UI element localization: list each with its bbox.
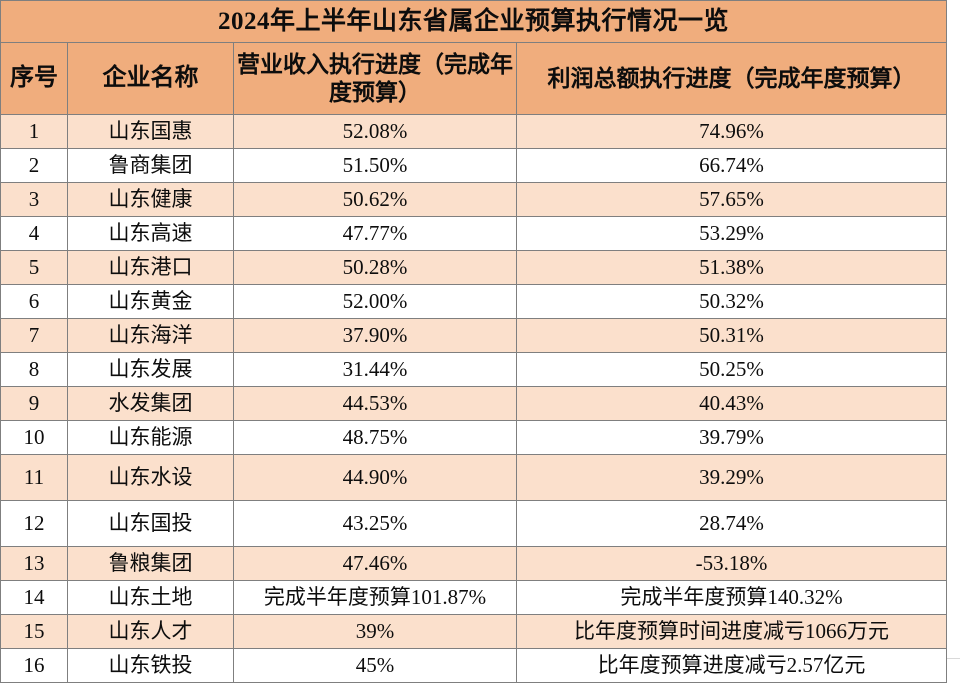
cell-name: 鲁商集团 xyxy=(67,148,234,183)
cell-name: 山东土地 xyxy=(67,580,234,615)
cell-name: 山东港口 xyxy=(67,250,234,285)
cell-index: 11 xyxy=(0,454,68,501)
table-row: 10 山东能源 48.75% 39.79% xyxy=(0,420,948,455)
cell-index: 7 xyxy=(0,318,68,353)
cell-revenue: 37.90% xyxy=(233,318,517,353)
cell-index: 4 xyxy=(0,216,68,251)
cell-revenue: 52.08% xyxy=(233,114,517,149)
table-row: 14 山东土地 完成半年度预算101.87% 完成半年度预算140.32% xyxy=(0,580,948,615)
cell-index: 15 xyxy=(0,614,68,649)
table-header-row: 序号 企业名称 营业收入执行进度（完成年度预算） 利润总额执行进度（完成年度预算… xyxy=(0,42,948,115)
table-row: 13 鲁粮集团 47.46% -53.18% xyxy=(0,546,948,581)
cell-index: 6 xyxy=(0,284,68,319)
cell-index: 10 xyxy=(0,420,68,455)
cell-profit: 39.79% xyxy=(515,420,948,455)
cell-revenue: 45% xyxy=(233,648,517,683)
table-title-row: 2024年上半年山东省属企业预算执行情况一览 xyxy=(0,0,948,43)
cell-profit: 50.25% xyxy=(515,352,948,387)
cell-profit: 比年度预算时间进度减亏1066万元 xyxy=(515,614,948,649)
table-row: 5 山东港口 50.28% 51.38% xyxy=(0,250,948,285)
cell-index: 3 xyxy=(0,182,68,217)
table-row: 1 山东国惠 52.08% 74.96% xyxy=(0,114,948,149)
cell-profit: 57.65% xyxy=(515,182,948,217)
cell-index: 13 xyxy=(0,546,68,581)
cell-index: 16 xyxy=(0,648,68,683)
column-header-index: 序号 xyxy=(0,42,68,115)
cell-name: 水发集团 xyxy=(67,386,234,421)
cell-revenue: 完成半年度预算101.87% xyxy=(233,580,517,615)
table-row: 8 山东发展 31.44% 50.25% xyxy=(0,352,948,387)
cell-name: 山东国惠 xyxy=(67,114,234,149)
cell-revenue: 44.53% xyxy=(233,386,517,421)
cell-revenue: 47.46% xyxy=(233,546,517,581)
table-row: 6 山东黄金 52.00% 50.32% xyxy=(0,284,948,319)
cell-profit: 74.96% xyxy=(515,114,948,149)
cell-profit: 50.31% xyxy=(515,318,948,353)
column-header-revenue: 营业收入执行进度（完成年度预算） xyxy=(233,42,517,115)
cell-revenue: 43.25% xyxy=(233,500,517,547)
cell-revenue: 50.62% xyxy=(233,182,517,217)
cell-revenue: 51.50% xyxy=(233,148,517,183)
cell-revenue: 31.44% xyxy=(233,352,517,387)
table-row: 7 山东海洋 37.90% 50.31% xyxy=(0,318,948,353)
cell-revenue: 52.00% xyxy=(233,284,517,319)
table-row: 4 山东高速 47.77% 53.29% xyxy=(0,216,948,251)
cell-revenue: 48.75% xyxy=(233,420,517,455)
cell-name: 山东发展 xyxy=(67,352,234,387)
cell-name: 山东人才 xyxy=(67,614,234,649)
cell-profit: 50.32% xyxy=(515,284,948,319)
cell-name: 山东健康 xyxy=(67,182,234,217)
cell-name: 山东黄金 xyxy=(67,284,234,319)
table-row: 2 鲁商集团 51.50% 66.74% xyxy=(0,148,948,183)
cell-name: 山东能源 xyxy=(67,420,234,455)
table-row: 9 水发集团 44.53% 40.43% xyxy=(0,386,948,421)
table-row: 3 山东健康 50.62% 57.65% xyxy=(0,182,948,217)
cell-index: 5 xyxy=(0,250,68,285)
cell-profit: 51.38% xyxy=(515,250,948,285)
column-header-name: 企业名称 xyxy=(67,42,234,115)
cell-index: 9 xyxy=(0,386,68,421)
cell-name: 山东铁投 xyxy=(67,648,234,683)
cell-profit: 完成半年度预算140.32% xyxy=(515,580,948,615)
cell-index: 8 xyxy=(0,352,68,387)
cell-name: 鲁粮集团 xyxy=(67,546,234,581)
cell-revenue: 47.77% xyxy=(233,216,517,251)
page-title: 2024年上半年山东省属企业预算执行情况一览 xyxy=(0,0,948,43)
cell-profit: 比年度预算进度减亏2.57亿元 xyxy=(515,648,948,683)
cell-name: 山东国投 xyxy=(67,500,234,547)
cell-revenue: 50.28% xyxy=(233,250,517,285)
cell-name: 山东海洋 xyxy=(67,318,234,353)
cell-profit: 39.29% xyxy=(515,454,948,501)
table-row: 12 山东国投 43.25% 28.74% xyxy=(0,500,948,547)
table-row: 11 山东水设 44.90% 39.29% xyxy=(0,454,948,501)
table-row: 15 山东人才 39% 比年度预算时间进度减亏1066万元 xyxy=(0,614,948,649)
cell-index: 1 xyxy=(0,114,68,149)
cell-revenue: 39% xyxy=(233,614,517,649)
cell-profit: 53.29% xyxy=(515,216,948,251)
cell-revenue: 44.90% xyxy=(233,454,517,501)
cell-index: 14 xyxy=(0,580,68,615)
cell-name: 山东水设 xyxy=(67,454,234,501)
column-header-profit: 利润总额执行进度（完成年度预算） xyxy=(515,42,948,115)
cell-profit: -53.18% xyxy=(515,546,948,581)
cell-index: 2 xyxy=(0,148,68,183)
cell-name: 山东高速 xyxy=(67,216,234,251)
cell-index: 12 xyxy=(0,500,68,547)
cell-profit: 40.43% xyxy=(515,386,948,421)
table-row: 16 山东铁投 45% 比年度预算进度减亏2.57亿元 xyxy=(0,648,948,683)
cell-profit: 66.74% xyxy=(515,148,948,183)
cell-profit: 28.74% xyxy=(515,500,948,547)
